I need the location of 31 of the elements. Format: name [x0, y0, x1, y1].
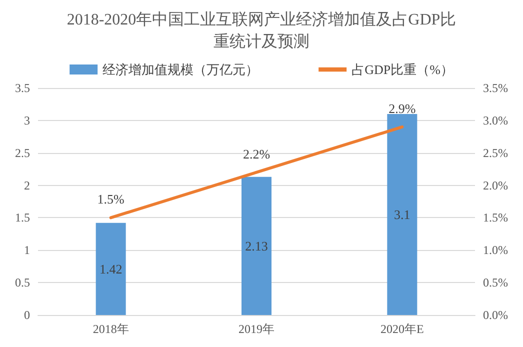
y-tick-label: 1	[24, 243, 30, 258]
x-tick-label: 2018年	[92, 322, 129, 336]
y2-tick-label: 3.5%	[483, 81, 508, 95]
data-label: 2.9%	[388, 100, 416, 116]
y-tick-label: 0.5	[15, 276, 30, 290]
y-tick-label: 2	[24, 178, 30, 192]
y-tick-label: 3.5	[15, 81, 30, 95]
bar	[96, 222, 126, 315]
bar	[387, 114, 418, 315]
y2-tick-label: 0.0%	[483, 308, 508, 322]
data-label: 2.2%	[242, 146, 270, 162]
y-tick-label: 3	[24, 113, 30, 128]
y2-tick-label: 2.5%	[483, 146, 508, 160]
y2-tick-label: 1.0%	[483, 243, 508, 258]
y-tick-label: 0	[24, 308, 30, 322]
data-label: 1.5%	[97, 192, 125, 207]
y-tick-label: 1.5	[15, 210, 30, 225]
y-tick-label: 2.5	[15, 146, 30, 160]
y2-tick-label: 0.5%	[483, 276, 508, 290]
bar	[242, 176, 272, 315]
x-tick-label: 2019年	[238, 322, 274, 336]
legend-label: 经济增加值规模（万亿元）	[102, 62, 259, 77]
data-label: 1.42	[99, 261, 122, 276]
y2-tick-label: 2.0%	[483, 178, 508, 192]
legend-label: 占GDP比重（%）	[352, 62, 454, 77]
y2-tick-label: 1.5%	[483, 210, 508, 225]
data-label: 2.13	[245, 238, 268, 254]
y2-tick-label: 3.0%	[483, 113, 508, 128]
data-label: 3.1	[394, 206, 410, 222]
x-tick-label: 2020年E	[380, 322, 424, 336]
chart-title: 2018-2020年中国工业互联网产业经济增加值及占GDP比重统计及预测	[66, 10, 456, 50]
